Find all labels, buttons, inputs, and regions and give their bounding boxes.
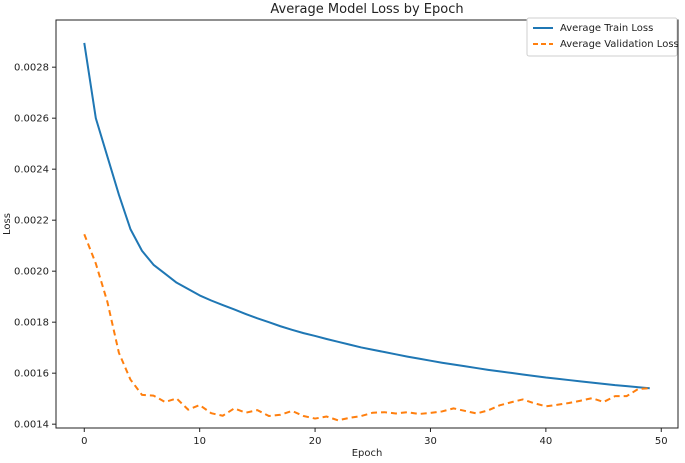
series-layer [83,42,650,422]
x-axis-label: Epoch [352,448,383,459]
legend-train-label: Average Train Loss [560,23,653,34]
x-tick-label: 10 [193,436,206,447]
y-tick-label: 0.0028 [14,63,49,74]
y-tick-label: 0.0014 [14,420,49,431]
y-tick-label: 0.0026 [14,114,49,125]
legend-box [526,17,678,57]
x-tick-label: 30 [424,436,437,447]
y-tick-label: 0.0016 [14,369,49,380]
x-tick-label: 0 [81,436,87,447]
x-tick-label: 20 [309,436,322,447]
train-loss-series-line [83,42,650,390]
plot-area: 0 10 20 30 40 50 0.00140.00160.00180.00200.00… [14,19,679,447]
x-tick-label: 40 [540,436,553,447]
x-tick-label: 50 [655,436,668,447]
legend: Average Train Loss Average Validation Lo… [526,17,679,57]
x-axis-ticks: 0 10 20 30 40 50 [81,428,668,447]
y-tick-label: 0.0024 [14,165,49,176]
y-axis-label: Loss [2,213,13,235]
y-tick-label: 0.0022 [14,216,49,227]
validation-loss-series-line [83,233,650,422]
legend-validation-label: Average Validation Loss [560,39,679,50]
plot-frame [55,19,679,429]
chart-title: Average Model Loss by Epoch [270,2,463,17]
y-axis-ticks: 0.0014 0.0016 0.0018 0.0020 0.0022 0.0024 0.00… [14,63,56,431]
y-tick-label: 0.0020 [14,267,49,278]
y-tick-label: 0.0018 [14,318,49,329]
